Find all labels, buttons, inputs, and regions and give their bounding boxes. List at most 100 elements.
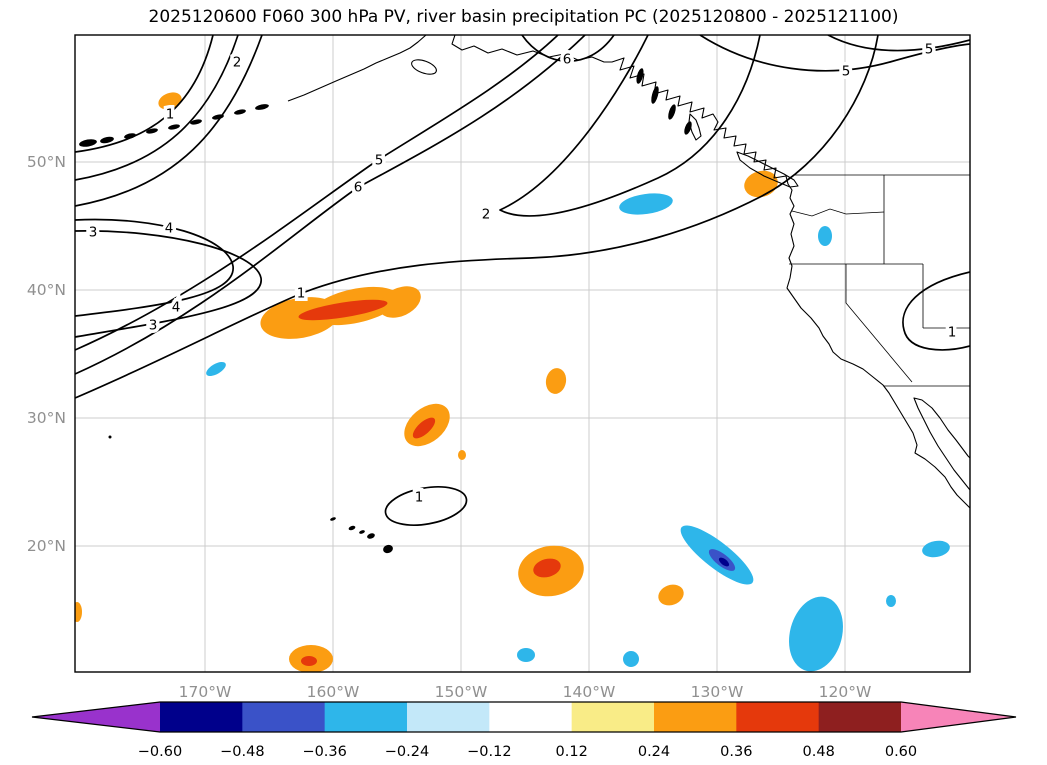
- lon-tick-label: 150°W: [435, 683, 488, 701]
- negative-anomaly-blob: [922, 540, 950, 558]
- contour-pv-1-nevada-loop: [902, 271, 970, 351]
- colorbar-tick-label: −0.60: [138, 744, 182, 760]
- colorbar-tick-label: 0.48: [803, 744, 835, 760]
- colorbar-tick-label: 0.36: [720, 744, 752, 760]
- negative-anomaly-blob: [206, 362, 226, 376]
- colorbar-segment: [407, 702, 490, 732]
- contour-pv-1-south: [75, 35, 879, 399]
- negative-anomaly-blob: [619, 193, 673, 215]
- figure-title: 2025120600 F060 300 hPa PV, river basin …: [148, 7, 899, 27]
- island-lone-dot: [108, 435, 112, 439]
- positive-anomaly-blob: [75, 602, 82, 622]
- gridline-layer: [75, 35, 970, 672]
- colorbar-segment: [736, 702, 820, 732]
- positive-anomaly-blob: [533, 558, 561, 578]
- colorbar-segment: [489, 702, 573, 732]
- contour-pv-5-topright-a: [699, 35, 970, 72]
- colorbar-tick-label: 0.60: [885, 744, 917, 760]
- island-panhandle-4: [684, 121, 692, 135]
- colorbar-segment: [654, 702, 737, 732]
- contour-label: 1: [415, 490, 424, 506]
- island-aleutian-6: [146, 128, 158, 134]
- colorbar-left-arrow: [32, 702, 160, 732]
- lat-tick-label: 20°N: [27, 537, 66, 555]
- colorbar-tick-label: −0.12: [467, 744, 511, 760]
- axis-tick-label-layer: 170°W 160°W 150°W 140°W 130°W 120°W 50°N 40°N 30…: [27, 153, 871, 701]
- positive-anomaly-blob: [658, 584, 684, 606]
- contour-label: 1: [297, 286, 306, 302]
- contour-pv-2-trough: [499, 35, 761, 217]
- colorbar-segment: [160, 702, 243, 732]
- axes-frame: [74, 34, 971, 673]
- contour-pv-1-hawaii-oval: [384, 486, 468, 526]
- lon-tick-label: 130°W: [691, 683, 744, 701]
- border-ca-nv: [845, 264, 913, 383]
- island-hawaii-big-island: [383, 544, 393, 554]
- contour-label: 3: [89, 225, 98, 241]
- contour-label: 6: [563, 52, 572, 68]
- positive-anomaly-blob: [412, 417, 436, 439]
- colorbar-segment: [324, 702, 408, 732]
- island-hawaii-oahu: [348, 525, 356, 531]
- contour-pv-6-wave: [75, 35, 586, 375]
- colorbar-tick-label: 0.12: [556, 744, 588, 760]
- colorbar-segment: [571, 702, 655, 732]
- colorbar-segment: [818, 702, 902, 732]
- lon-tick-label: 120°W: [819, 683, 872, 701]
- contour-pv-5-topright-b: [827, 35, 970, 52]
- contour-label: 2: [233, 55, 242, 71]
- contour-pv-3-hairpin: [75, 230, 262, 338]
- island-panhandle-1: [636, 68, 644, 84]
- contour-line-layer: [75, 35, 970, 526]
- contour-label: 5: [842, 64, 851, 80]
- colorbar: −0.60 −0.48 −0.36 −0.24 −0.12 0.12 0.24 0.36 0.4…: [31, 701, 1017, 760]
- colorbar-tick-label: 0.24: [638, 744, 670, 760]
- colorbar-tick-label: −0.48: [220, 744, 264, 760]
- positive-anomaly-blob: [298, 299, 388, 321]
- lat-tick-label: 30°N: [27, 409, 66, 427]
- border-layer: [789, 174, 970, 387]
- negative-anomaly-blob: [718, 557, 730, 567]
- negative-anomaly-blob: [517, 648, 535, 662]
- contour-label: 1: [948, 325, 957, 341]
- negative-anomaly-blob: [886, 595, 896, 607]
- contour-label: 4: [172, 300, 181, 316]
- positive-anomaly-blob: [379, 286, 421, 318]
- positive-anomaly-blob: [545, 368, 567, 394]
- contour-label: 5: [375, 153, 384, 169]
- lon-tick-label: 160°W: [307, 683, 360, 701]
- border-wa-or: [791, 208, 885, 217]
- island-aleutian-9: [79, 139, 97, 147]
- contour-pv-6-top-arc: [521, 35, 615, 63]
- island-aleutian-4: [190, 119, 202, 125]
- colorbar-segment: [242, 702, 326, 732]
- positive-anomaly-blob: [458, 450, 466, 460]
- colorbar-outline: [31, 701, 1017, 733]
- island-panhandle-3: [668, 104, 676, 120]
- island-hawaii-kauai: [330, 517, 336, 521]
- contour-label: 5: [925, 42, 934, 58]
- colorbar-tick-label: −0.24: [385, 744, 429, 760]
- positive-anomaly-blob: [301, 656, 317, 666]
- contour-label: 2: [482, 207, 491, 223]
- contour-label: 1: [166, 107, 175, 123]
- negative-anomaly-blob: [818, 226, 832, 246]
- coastline-gulf-of-california: [913, 397, 970, 491]
- contour-label: 4: [165, 221, 174, 237]
- coastline-alaska-peninsula: [287, 35, 427, 102]
- lon-tick-label: 140°W: [563, 683, 616, 701]
- coastline-kodiak-island: [411, 59, 437, 75]
- contour-label: 6: [354, 180, 363, 196]
- colorbar-tick-label: −0.36: [302, 744, 346, 760]
- colorbar-right-arrow: [901, 702, 1016, 732]
- coastline-vancouver-island: [736, 151, 799, 188]
- lat-tick-label: 50°N: [27, 153, 66, 171]
- coastline-gulf-of-alaska-bc-westcoast-baja: [451, 35, 970, 509]
- island-aleutian-1: [255, 104, 269, 110]
- negative-anomaly-blob: [789, 596, 843, 672]
- island-hawaii-molokai: [359, 530, 365, 534]
- positive-anomaly-blob: [744, 170, 778, 198]
